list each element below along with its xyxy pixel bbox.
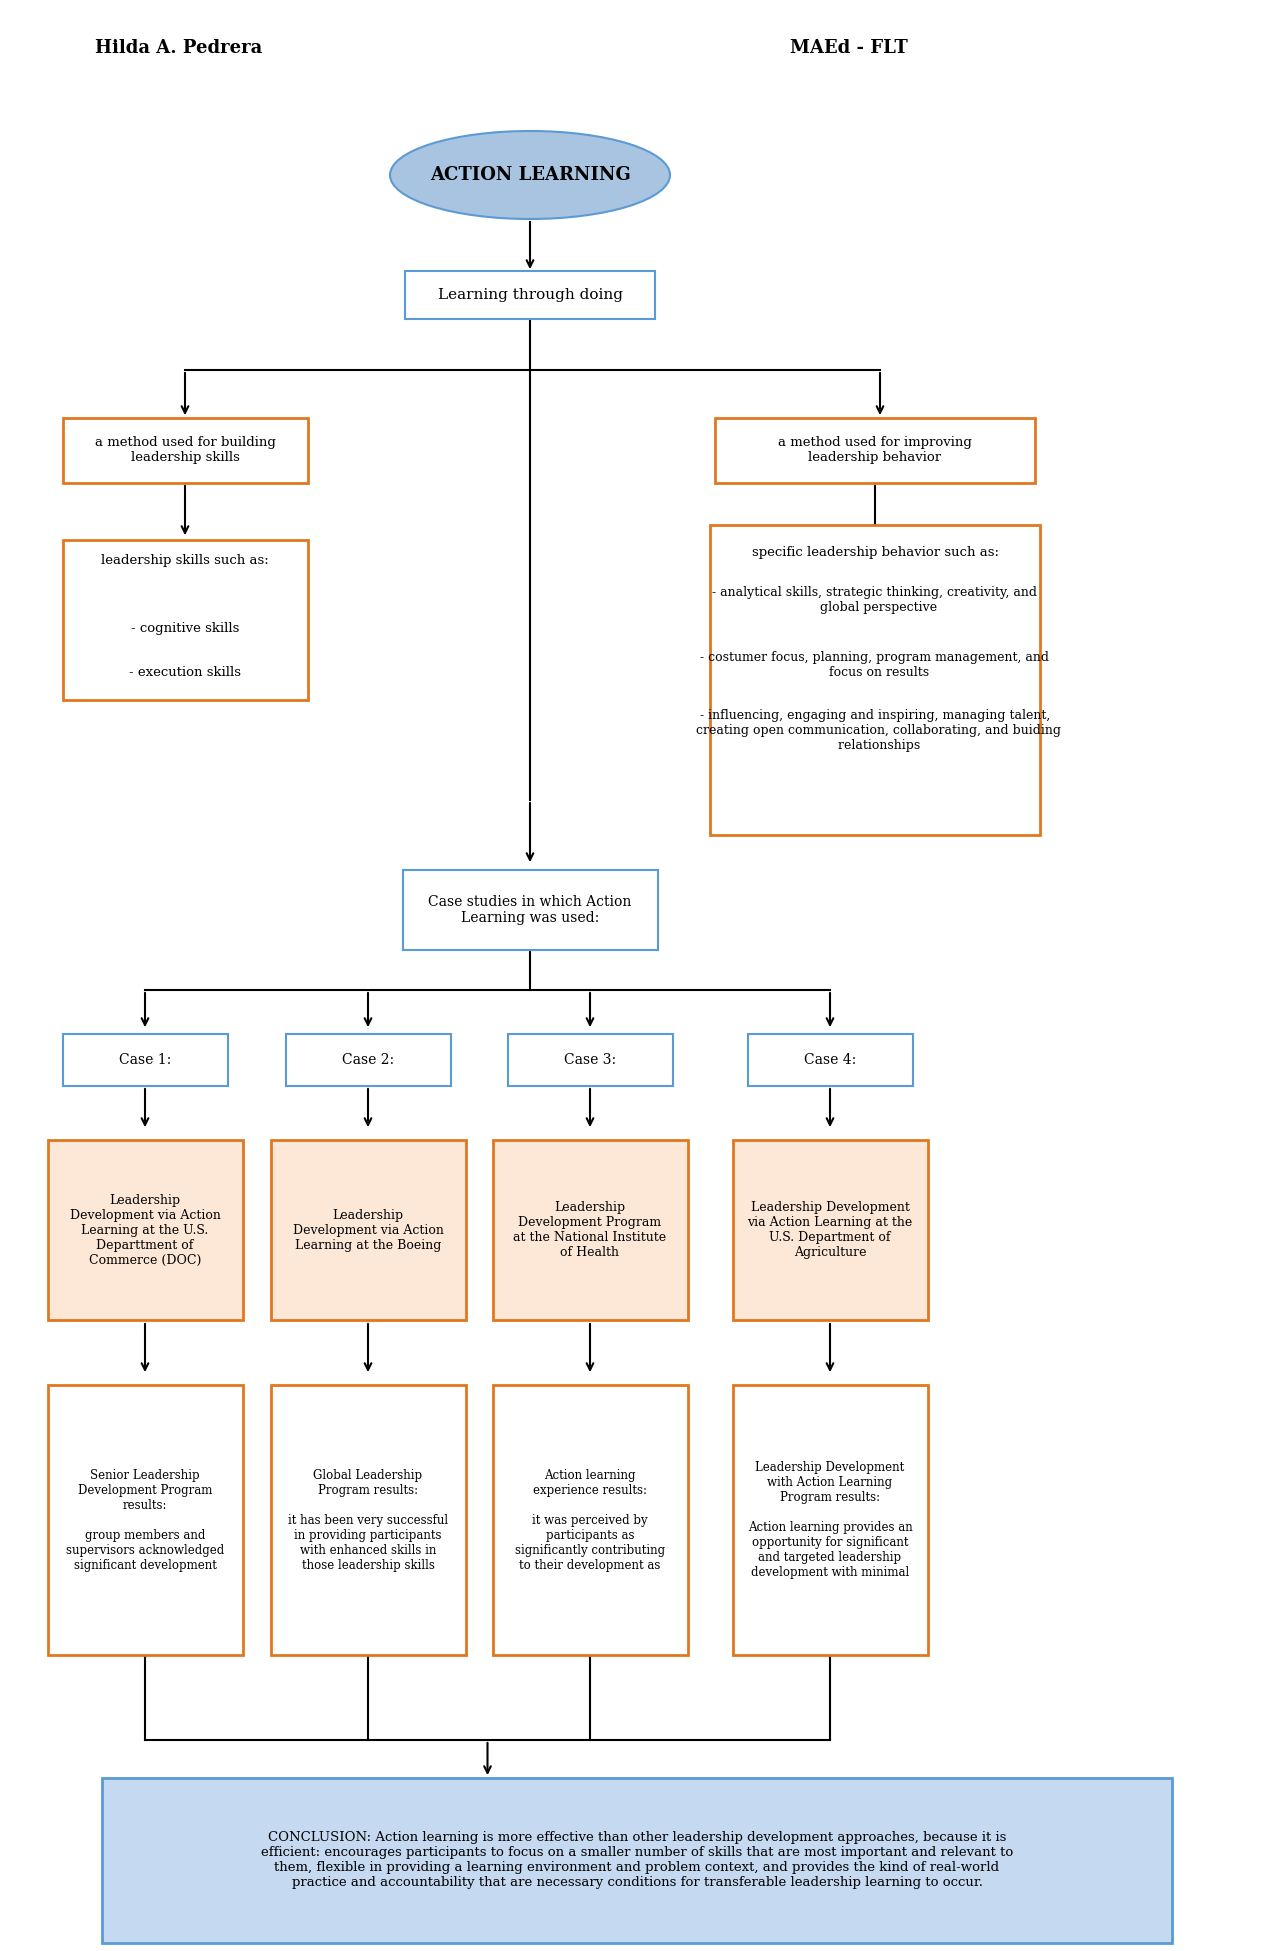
Text: Leadership Development
via Action Learning at the
U.S. Department of
Agriculture: Leadership Development via Action Learni… (747, 1202, 913, 1258)
Text: Case studies in which Action
Learning was used:: Case studies in which Action Learning wa… (428, 896, 631, 925)
Bar (270, 1139, 465, 1321)
Bar (507, 1034, 672, 1087)
Bar (62, 418, 307, 482)
Bar (715, 418, 1035, 482)
Bar (102, 1777, 1172, 1943)
Text: a method used for building
leadership skills: a method used for building leadership sk… (94, 435, 275, 464)
Bar (733, 1139, 927, 1321)
Text: Case 1:: Case 1: (119, 1054, 171, 1067)
Text: Leadership
Development Program
at the National Institute
of Health: Leadership Development Program at the Na… (514, 1202, 667, 1258)
Text: Senior Leadership
Development Program
results:

group members and
supervisors ac: Senior Leadership Development Program re… (66, 1469, 224, 1571)
Text: - cognitive skills: - cognitive skills (131, 622, 240, 634)
Text: specific leadership behavior such as:: specific leadership behavior such as: (751, 546, 998, 558)
Text: Global Leadership
Program results:

it has been very successful
in providing par: Global Leadership Program results: it ha… (288, 1469, 448, 1571)
Bar (405, 271, 655, 320)
Text: Action learning
experience results:

it was perceived by
participants as
signifi: Action learning experience results: it w… (515, 1469, 666, 1571)
Text: Case 4:: Case 4: (803, 1054, 856, 1067)
Text: Hilda A. Pedrera: Hilda A. Pedrera (96, 39, 263, 57)
Bar (492, 1139, 687, 1321)
Bar (62, 540, 307, 700)
Ellipse shape (390, 131, 669, 219)
Bar (492, 1385, 687, 1654)
Bar (733, 1385, 927, 1654)
Bar (270, 1385, 465, 1654)
Text: Case 2:: Case 2: (342, 1054, 394, 1067)
Text: a method used for improving
leadership behavior: a method used for improving leadership b… (778, 435, 972, 464)
Text: Case 3:: Case 3: (564, 1054, 616, 1067)
Bar (710, 525, 1040, 835)
Bar (47, 1385, 242, 1654)
Bar (286, 1034, 450, 1087)
Text: - costumer focus, planning, program management, and
  focus on results: - costumer focus, planning, program mana… (700, 652, 1049, 679)
Text: ACTION LEARNING: ACTION LEARNING (430, 166, 630, 183)
Text: leadership skills such as:: leadership skills such as: (101, 554, 269, 566)
Bar (62, 1034, 227, 1087)
Text: - analytical skills, strategic thinking, creativity, and
  global perspective: - analytical skills, strategic thinking,… (713, 585, 1038, 615)
Bar (747, 1034, 913, 1087)
Text: Leadership
Development via Action
Learning at the U.S.
Departtment of
Commerce (: Leadership Development via Action Learni… (70, 1194, 221, 1266)
Text: MAEd - FLT: MAEd - FLT (790, 39, 908, 57)
Text: Learning through doing: Learning through doing (437, 289, 622, 302)
Bar (403, 870, 658, 950)
Text: CONCLUSION: Action learning is more effective than other leadership development : CONCLUSION: Action learning is more effe… (261, 1830, 1014, 1889)
Text: Leadership
Development via Action
Learning at the Boeing: Leadership Development via Action Learni… (292, 1208, 444, 1251)
Bar (47, 1139, 242, 1321)
Text: - influencing, engaging and inspiring, managing talent,
  creating open communic: - influencing, engaging and inspiring, m… (688, 708, 1062, 751)
Text: Leadership Development
with Action Learning
Program results:

Action learning pr: Leadership Development with Action Learn… (747, 1461, 913, 1578)
Text: - execution skills: - execution skills (129, 665, 241, 679)
